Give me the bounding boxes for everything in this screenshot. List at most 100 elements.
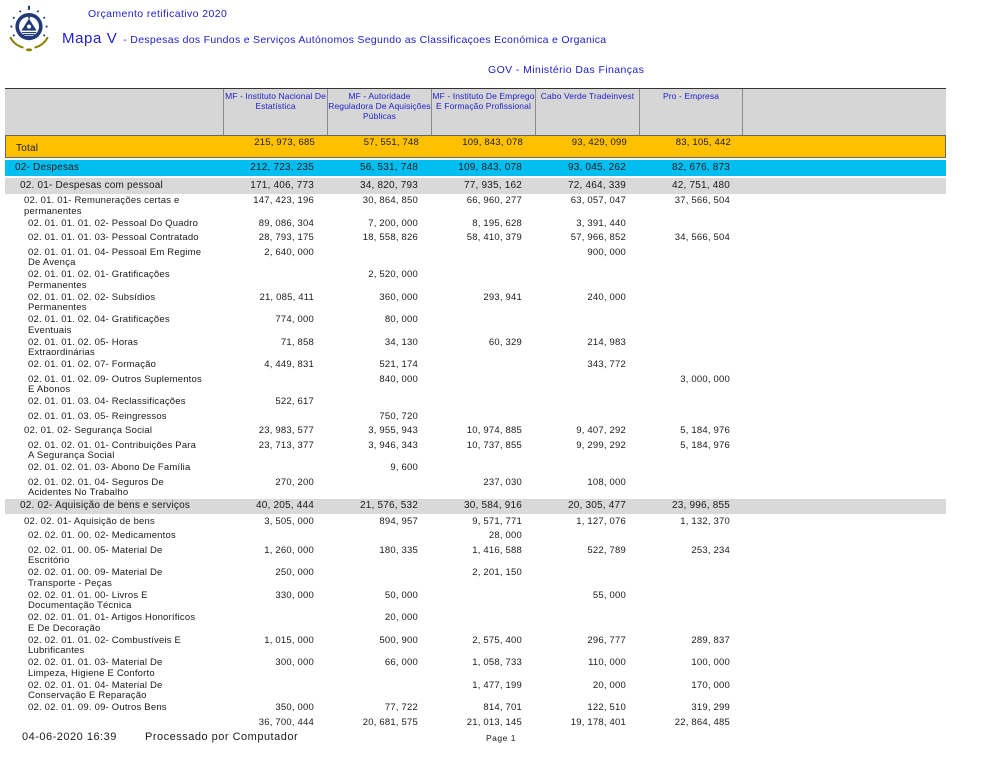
cell-value: 522, 617 bbox=[275, 396, 314, 407]
table-row: 02. 02. 01. 00. 02- Medicamentos 28, 000 bbox=[5, 530, 946, 545]
row-label: Total bbox=[16, 142, 39, 154]
table-row: 02. 01. 01. 01. 03- Pessoal Contratado 28… bbox=[5, 232, 946, 247]
column-header: MF - Instituto De Emprego E Formação Pro… bbox=[431, 89, 535, 135]
cell-value: 360, 000 bbox=[379, 291, 418, 303]
cell-value: 253, 234 bbox=[691, 544, 730, 556]
cell-value: 122, 510 bbox=[587, 702, 626, 713]
row-label: 02. 01. 01. 02. 01- Gratificações Perman… bbox=[28, 269, 170, 291]
row-label: 02. 01. 01. 03. 04- Reclassificações bbox=[28, 396, 186, 407]
row-label: 02. 02. 01. 01. 00- Livros E Documentaçã… bbox=[28, 589, 148, 611]
cell-value: 170, 000 bbox=[691, 679, 730, 691]
cell-value: 34, 820, 793 bbox=[359, 179, 418, 191]
table-row: 02. 01. 01. 03. 04- Reclassificações 522,… bbox=[5, 396, 946, 411]
cell-value bbox=[327, 246, 431, 248]
cell-value: 21, 085, 411 bbox=[259, 291, 314, 303]
cell-value: 83, 105, 442 bbox=[675, 137, 731, 148]
cell-value: 56, 531, 748 bbox=[359, 161, 418, 173]
cell-value: 3, 000, 000 bbox=[680, 373, 730, 385]
cell-value bbox=[639, 462, 743, 464]
cell-value: 3, 391, 440 bbox=[576, 217, 626, 229]
table-row: 02. 02. 01. 09. 09- Outros Bens 350, 000 7… bbox=[5, 702, 946, 717]
table-row: 02- Despesas 212, 723, 235 56, 531, 748 109… bbox=[5, 160, 946, 176]
cell-value: 110, 000 bbox=[588, 657, 626, 668]
cell-value: 23, 983, 577 bbox=[258, 425, 314, 436]
cell-value: 212, 723, 235 bbox=[250, 161, 314, 173]
cell-value bbox=[223, 462, 327, 464]
cell-value bbox=[327, 567, 431, 569]
cell-value bbox=[639, 589, 743, 591]
cell-value bbox=[431, 269, 535, 271]
row-label: 02. 02. 01- Aquisição de bens bbox=[24, 515, 155, 527]
cell-value: 66, 960, 277 bbox=[466, 195, 522, 206]
cell-value bbox=[639, 246, 743, 248]
cell-value: 71, 858 bbox=[280, 336, 314, 348]
table-row: 02. 02. 01. 01. 00- Livros E Documentaçã… bbox=[5, 589, 946, 612]
cell-value: 7, 200, 000 bbox=[368, 217, 418, 229]
cell-value bbox=[639, 530, 743, 532]
cell-value bbox=[535, 462, 639, 464]
cell-value: 42, 751, 480 bbox=[671, 179, 730, 191]
row-label: 02. 02. 01. 09. 09- Outros Bens bbox=[28, 702, 167, 713]
cell-value: 1, 015, 000 bbox=[264, 634, 314, 646]
cell-value: 20, 000 bbox=[384, 612, 418, 623]
cell-value: 215, 973, 685 bbox=[254, 137, 315, 148]
cell-value: 89, 086, 304 bbox=[258, 217, 314, 229]
row-label bbox=[5, 716, 223, 718]
table-row: 02. 01. 02- Segurança Social 23, 983, 577… bbox=[5, 425, 946, 440]
cell-value: 77, 935, 162 bbox=[463, 179, 522, 191]
cell-value: 63, 057, 047 bbox=[570, 195, 626, 206]
cell-value: 3, 505, 000 bbox=[264, 515, 314, 527]
table-row: 02. 02. 01- Aquisição de bens 3, 505, 000… bbox=[5, 515, 946, 530]
column-header: MF - Instituto Nacional De Estatística bbox=[223, 89, 327, 135]
footer-processed: Processado por Computador bbox=[145, 731, 299, 743]
budget-table: MF - Instituto Nacional De Estatística MF… bbox=[5, 88, 946, 731]
cell-value bbox=[223, 373, 327, 375]
doc-title: Orçamento retificativo 2020 bbox=[88, 8, 228, 20]
cell-value: 840, 000 bbox=[379, 373, 418, 385]
row-label: 02. 01. 02. 01. 03- Abono De Família bbox=[28, 462, 191, 473]
cell-value: 894, 957 bbox=[379, 515, 418, 527]
cell-value bbox=[223, 410, 327, 412]
cell-value: 28, 793, 175 bbox=[258, 232, 314, 243]
cell-value: 109, 843, 078 bbox=[458, 161, 522, 173]
cell-value bbox=[639, 476, 743, 478]
map-title: Mapa V bbox=[62, 30, 118, 47]
cell-value: 171, 406, 773 bbox=[250, 179, 314, 191]
cell-value bbox=[535, 530, 639, 532]
row-label: 02. 02. 01. 00. 05- Material De Escritór… bbox=[28, 544, 163, 566]
cell-value bbox=[223, 679, 327, 681]
row-label: 02. 01. 01. 02. 07- Formação bbox=[28, 359, 157, 370]
cell-value: 20, 305, 477 bbox=[567, 500, 626, 511]
corner-header-cell bbox=[5, 89, 223, 135]
table-row: 02. 01. 01. 01. 04- Pessoal Em Regime De… bbox=[5, 246, 946, 269]
cell-value: 80, 000 bbox=[384, 314, 418, 325]
cell-value: 1, 127, 076 bbox=[576, 515, 626, 527]
cell-value bbox=[431, 246, 535, 248]
cell-value bbox=[431, 462, 535, 464]
cell-value: 270, 200 bbox=[275, 476, 314, 488]
table-row: 02. 02. 01. 01. 02- Combustíveis E Lubri… bbox=[5, 634, 946, 657]
cell-value bbox=[639, 359, 743, 361]
table-row: 02. 01. 01. 01. 02- Pessoal Do Quadro 89,… bbox=[5, 217, 946, 232]
cell-value: 20, 000 bbox=[592, 679, 626, 691]
table-row: Total 215, 973, 685 57, 551, 748 109, 843, … bbox=[5, 135, 946, 158]
cell-value: 180, 335 bbox=[379, 544, 418, 556]
cell-value: 1, 058, 733 bbox=[472, 657, 522, 668]
cell-value bbox=[639, 269, 743, 271]
cell-value bbox=[431, 359, 535, 361]
cell-value: 343, 772 bbox=[587, 359, 626, 370]
cell-value bbox=[535, 373, 639, 375]
cell-value: 522, 789 bbox=[587, 544, 626, 556]
cell-value: 60, 329 bbox=[488, 336, 522, 348]
cell-value: 57, 966, 852 bbox=[570, 232, 626, 243]
cell-value: 36, 700, 444 bbox=[258, 716, 314, 728]
cell-value: 18, 558, 826 bbox=[362, 232, 418, 243]
cell-value bbox=[535, 410, 639, 412]
table-row: 02. 02- Aquisição de bens e serviços 40, … bbox=[5, 498, 946, 514]
cell-value: 109, 843, 078 bbox=[462, 137, 523, 148]
table-row: 02. 02. 01. 01. 04- Material De Conserva… bbox=[5, 679, 946, 702]
cell-value: 108, 000 bbox=[587, 476, 626, 488]
cell-value: 300, 000 bbox=[275, 657, 314, 668]
cell-value: 293, 941 bbox=[483, 291, 522, 303]
cell-value: 30, 584, 916 bbox=[463, 500, 522, 511]
